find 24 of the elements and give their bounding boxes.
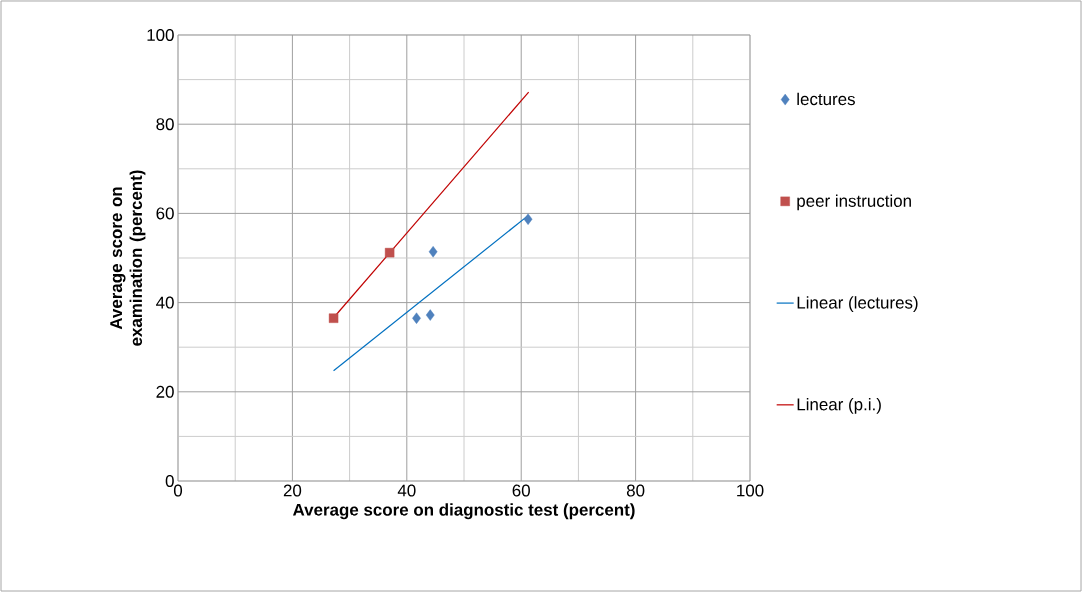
legend-label: peer instruction <box>797 194 911 211</box>
x-axis-title: Average score on diagnostic test (percent) <box>292 503 635 520</box>
legend-label: lectures <box>797 92 855 106</box>
point <box>412 312 421 324</box>
x-tick-label: 60 <box>512 484 530 497</box>
point <box>425 309 435 321</box>
legend-label: Linear (p.i.) <box>797 397 881 414</box>
x-tick-label: 0 <box>173 484 183 497</box>
x-tick-label: 20 <box>283 484 302 497</box>
y-axis-title: Average score on examination (percent) <box>110 170 146 346</box>
y-tick-label: 40 <box>156 296 174 309</box>
point <box>523 213 533 225</box>
point <box>328 313 339 323</box>
y-tick-label: 0 <box>165 475 174 487</box>
y-tick-label: 60 <box>156 207 174 220</box>
x-tick-label: 80 <box>626 484 645 497</box>
y-tick-label: 20 <box>156 385 174 398</box>
x-tick-label: 100 <box>737 484 764 497</box>
legend-label: Linear (lectures) <box>797 296 918 312</box>
point <box>428 246 438 258</box>
x-tick-label: 40 <box>397 484 416 497</box>
point <box>384 247 395 258</box>
y-tick-label: 80 <box>156 118 174 131</box>
y-tick-label: 100 <box>147 29 174 41</box>
